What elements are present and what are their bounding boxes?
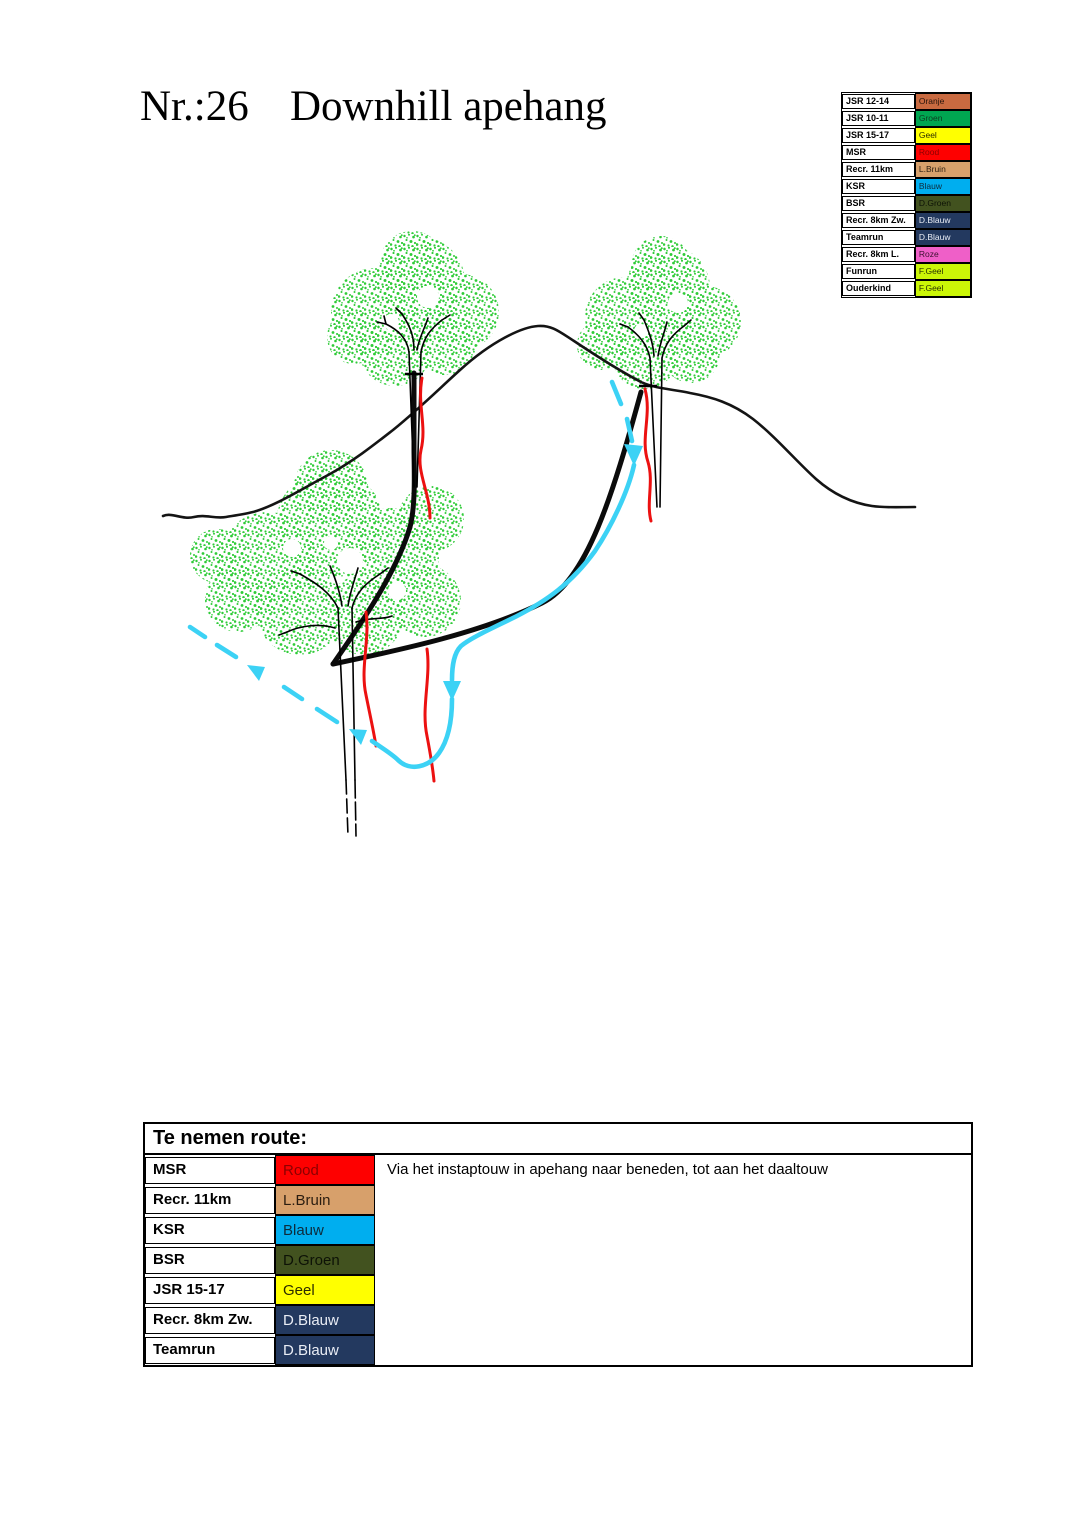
legend-route-label: JSR 10-11 xyxy=(842,111,915,126)
legend-row: JSR 12-14 Oranje xyxy=(842,93,971,110)
route-color-swatch: Blauw xyxy=(275,1215,375,1245)
entry-rope-top-right xyxy=(643,387,653,523)
route-descent-line xyxy=(449,462,637,683)
legend-row: Recr. 11km L.Bruin xyxy=(842,161,971,178)
legend-color-swatch: D.Blauw xyxy=(914,229,971,246)
running-route xyxy=(187,379,643,770)
route-uturn-line xyxy=(369,696,455,770)
tree-bottom-left-trunk xyxy=(278,565,393,837)
route-dash xyxy=(281,684,305,702)
descent-rope-right xyxy=(423,647,436,783)
legend-route-label: Recr. 11km xyxy=(842,162,915,177)
page-title: Downhill apehang xyxy=(290,83,607,130)
legend-route-label: Teamrun xyxy=(842,230,915,245)
descent-rope-left xyxy=(362,610,378,748)
route-color-swatch: Rood xyxy=(275,1155,375,1185)
legend-row: BSR D.Groen xyxy=(842,195,971,212)
route-table-row: Teamrun D.Blauw xyxy=(145,1335,971,1365)
legend-color-swatch: F.Geel xyxy=(914,263,971,280)
legend-route-label: JSR 12-14 xyxy=(842,94,915,109)
route-table-title: Te nemen route: xyxy=(145,1124,971,1155)
legend-row: Recr. 8km L. Roze xyxy=(842,246,971,263)
route-dash xyxy=(624,416,635,444)
tree-top-left-foliage xyxy=(327,231,499,386)
tree-top-right-foliage xyxy=(577,236,741,389)
legend-color-swatch: Oranje xyxy=(914,93,971,110)
apehang-cable-main xyxy=(330,389,644,667)
route-category-label: Teamrun xyxy=(145,1336,275,1364)
route-category-label: MSR xyxy=(145,1156,275,1184)
tree-bottom-left-foliage xyxy=(190,450,464,655)
route-color-swatch: D.Groen xyxy=(275,1245,375,1275)
legend-color-swatch: Roze xyxy=(914,246,971,263)
legend-color-swatch: F.Geel xyxy=(914,280,971,297)
route-color-swatch: L.Bruin xyxy=(275,1185,375,1215)
legend-row: Recr. 8km Zw. D.Blauw xyxy=(842,212,971,229)
legend-route-label: JSR 15-17 xyxy=(842,128,915,143)
legend-color-swatch: D.Groen xyxy=(914,195,971,212)
tree-top-right-trunk xyxy=(619,312,692,508)
route-category-label: KSR xyxy=(145,1216,275,1244)
route-dash xyxy=(314,706,340,725)
route-category-label: Recr. 11km xyxy=(145,1186,275,1214)
route-table-row: JSR 15-17 Geel xyxy=(145,1275,971,1305)
legend-color-swatch: Blauw xyxy=(914,178,971,195)
legend-row: JSR 15-17 Geel xyxy=(842,127,971,144)
route-color-swatch: D.Blauw xyxy=(275,1335,375,1365)
route-color-swatch: D.Blauw xyxy=(275,1305,375,1335)
route-dash xyxy=(214,642,239,660)
route-table-row: Recr. 8km Zw. D.Blauw xyxy=(145,1305,971,1335)
route-dash xyxy=(609,379,624,407)
apehang-cable-entry xyxy=(330,370,417,667)
legend-route-label: Ouderkind xyxy=(842,281,915,296)
route-arrow-left-icon xyxy=(247,665,265,681)
route-dash xyxy=(187,624,208,640)
terrain-profile-line xyxy=(161,324,917,519)
route-table-row: KSR Blauw xyxy=(145,1215,971,1245)
legend-route-label: KSR xyxy=(842,179,915,194)
legend-route-label: MSR xyxy=(842,145,915,160)
entry-rope-top-left xyxy=(418,376,432,520)
route-color-swatch: Geel xyxy=(275,1275,375,1305)
legend-route-label: BSR xyxy=(842,196,915,211)
route-arrow-left-icon xyxy=(349,729,367,745)
legend-row: Ouderkind F.Geel xyxy=(842,280,971,297)
route-table-row: Recr. 11km L.Bruin xyxy=(145,1185,971,1215)
route-arrow-down-icon xyxy=(443,681,461,701)
legend-color-swatch: D.Blauw xyxy=(914,212,971,229)
legend-row: Teamrun D.Blauw xyxy=(842,229,971,246)
route-table: Te nemen route: MSR Rood Recr. 11km L.Br… xyxy=(143,1122,973,1367)
route-table-row: MSR Rood xyxy=(145,1155,971,1185)
legend-route-label: Funrun xyxy=(842,264,915,279)
route-category-label: BSR xyxy=(145,1246,275,1274)
route-category-label: JSR 15-17 xyxy=(145,1276,275,1304)
route-table-body: MSR Rood Recr. 11km L.Bruin KSR Blauw BS… xyxy=(145,1155,971,1365)
route-table-row: BSR D.Groen xyxy=(145,1245,971,1275)
route-arrow-down-icon xyxy=(624,444,643,466)
legend-color-swatch: Groen xyxy=(914,110,971,127)
tree-top-left-trunk xyxy=(376,307,451,488)
legend-route-label: Recr. 8km Zw. xyxy=(842,213,915,228)
route-category-label: Recr. 8km Zw. xyxy=(145,1306,275,1334)
legend-table: JSR 12-14 Oranje JSR 10-11 Groen JSR 15-… xyxy=(841,92,972,298)
route-description: Via het instaptouw in apehang naar bened… xyxy=(387,1161,828,1178)
legend-row: MSR Rood xyxy=(842,144,971,161)
legend-color-swatch: Rood xyxy=(914,144,971,161)
legend-route-label: Recr. 8km L. xyxy=(842,247,915,262)
route-number: Nr.:26 xyxy=(140,83,249,130)
legend-row: JSR 10-11 Groen xyxy=(842,110,971,127)
legend-color-swatch: Geel xyxy=(914,127,971,144)
legend-row: KSR Blauw xyxy=(842,178,971,195)
legend-color-swatch: L.Bruin xyxy=(914,161,971,178)
legend-row: Funrun F.Geel xyxy=(842,263,971,280)
